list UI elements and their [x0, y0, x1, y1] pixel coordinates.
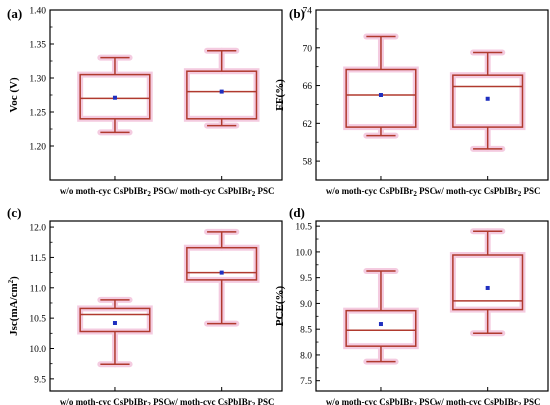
mean-marker: [378, 322, 383, 327]
plot-frame: [315, 220, 549, 392]
mean-marker: [378, 93, 383, 97]
x-category-label: w/ moth-cyc CsPbIBr2 PSC: [169, 397, 275, 405]
box-1: [343, 267, 419, 365]
y-axis-title: FF(%): [274, 79, 286, 111]
y-tick-label: 9.5: [300, 274, 312, 284]
plot-frame: [49, 220, 283, 392]
x-category-label: w/o moth-cyc CsPbIBr2 PSC: [326, 186, 436, 198]
y-tick-label: 8.5: [300, 326, 312, 336]
box-glow: [77, 305, 153, 335]
y-tick-label: 1.25: [29, 109, 46, 119]
box-glow: [183, 68, 260, 122]
mean-marker: [485, 96, 490, 101]
chart-panel-4: (d) 7.5 8.0 8.5 9.0 9.5 10.0 10.5 PCE(%) w/o moth…: [274, 205, 549, 405]
x-category-label: w/ moth-cyc CsPbIBr2 PSC: [435, 186, 541, 198]
mean-marker: [485, 285, 490, 290]
box-1: [77, 296, 153, 368]
x-category-label: w/ moth-cyc CsPbIBr2 PSC: [169, 186, 275, 198]
y-tick-label: 1.35: [29, 41, 46, 51]
box-2: [449, 49, 526, 152]
box-glow: [343, 307, 419, 350]
plot-frame: [49, 9, 283, 181]
box-iqr: [79, 307, 151, 333]
y-tick-label: 1.30: [29, 75, 46, 85]
mean-marker: [112, 321, 117, 325]
panel-label: (b): [289, 6, 305, 21]
box-1: [77, 54, 153, 136]
box-glow: [183, 244, 260, 283]
y-tick-label: 9.0: [300, 300, 312, 310]
y-tick-label: 1.40: [29, 7, 46, 17]
mean-marker: [219, 89, 224, 94]
box-2: [183, 228, 260, 327]
y-tick-label: 7.5: [300, 377, 312, 387]
y-tick-label: 9.5: [34, 375, 46, 385]
box-iqr: [345, 68, 417, 128]
mean-marker: [219, 270, 224, 275]
chart-panel-3: (c) 9.5 10.0 10.5 11.0 11.5 12.0 Jsc(mA/cm2) w/o…: [7, 205, 283, 405]
box-iqr: [186, 246, 258, 281]
box-iqr: [452, 74, 524, 128]
y-tick-label: 8.0: [300, 351, 312, 361]
x-category-label: w/o moth-cyc CsPbIBr2 PSC: [60, 397, 170, 405]
box-iqr: [186, 70, 258, 120]
box-glow: [343, 66, 419, 131]
plot-frame: [315, 9, 549, 181]
panel-label: (d): [289, 205, 305, 220]
mean-marker: [112, 95, 117, 100]
panel-label: (a): [7, 6, 22, 21]
y-tick-label: 58: [303, 158, 313, 168]
x-category-label: w/ moth-cyc CsPbIBr2 PSC: [435, 397, 541, 405]
y-tick-label: 74: [303, 7, 313, 17]
y-tick-label: 1.20: [29, 143, 46, 153]
y-tick-label: 66: [303, 82, 313, 92]
y-tick-label: 11.0: [30, 284, 47, 294]
panel-label: (c): [7, 205, 21, 220]
y-tick-label: 11.5: [30, 254, 47, 264]
x-category-label: w/o moth-cyc CsPbIBr2 PSC: [326, 397, 436, 405]
chart-panel-1: (a) 1.20 1.25 1.30 1.35 1.40 Voc (V) w/o moth-c…: [7, 6, 283, 198]
y-tick-label: 62: [303, 120, 313, 130]
box-iqr: [345, 309, 417, 347]
y-tick-label: 10.5: [29, 315, 46, 325]
y-axis-title: Voc (V): [8, 77, 20, 113]
y-tick-label: 12.0: [29, 224, 46, 234]
box-glow: [449, 72, 526, 131]
chart-panel-2: (b) 58 62 66 70 74 FF(%) w/o moth-cyc CsPbIBr2 …: [274, 6, 549, 198]
y-tick-label: 10.0: [29, 345, 46, 355]
box-1: [343, 33, 419, 139]
y-tick-label: 70: [303, 44, 313, 54]
box-2: [183, 47, 260, 129]
y-axis-title: PCE(%): [274, 286, 286, 327]
x-category-label: w/o moth-cyc CsPbIBr2 PSC: [60, 186, 170, 198]
y-tick-label: 10.5: [295, 223, 312, 233]
y-tick-label: 10.0: [295, 248, 312, 258]
y-axis-title: Jsc(mA/cm2): [7, 276, 20, 336]
box-2: [449, 228, 526, 337]
